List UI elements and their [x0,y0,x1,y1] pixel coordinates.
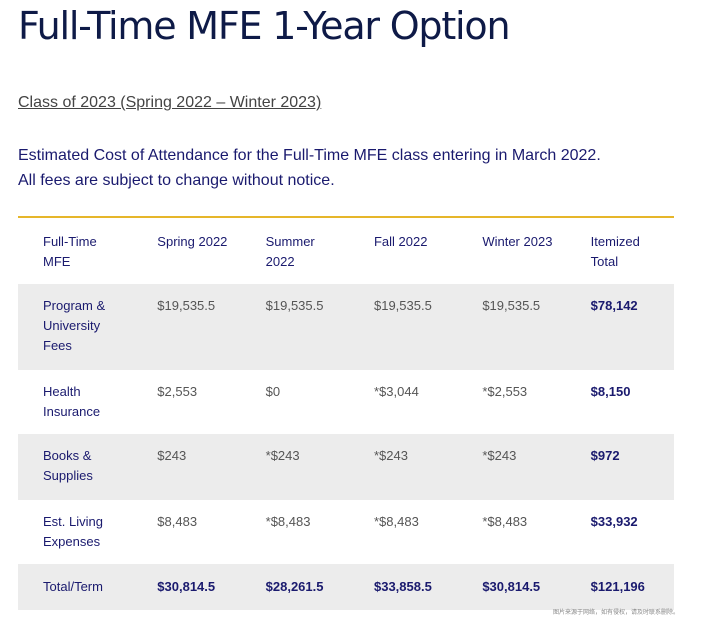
total-label: Total/Term [43,579,103,594]
total-value: $33,858.5 [373,579,432,594]
cell-value: $19,535.5 [482,298,541,313]
cell-value: $19,535.5 [373,298,432,313]
row-label: Program & University Fees [43,298,106,353]
cell-value: *$243 [373,448,408,463]
header-winter: Winter 2023 [482,234,553,249]
cell-value: $19,535.5 [157,298,216,313]
total-value: $30,814.5 [157,579,216,594]
cell-value: $19,535.5 [265,298,324,313]
row-label: Est. Living Expenses [43,514,103,549]
header-fall: Fall 2022 [373,234,428,249]
cell-value: *$243 [265,448,300,463]
header-program: Full-Time MFE [43,234,97,269]
cell-value: *$8,483 [373,514,419,529]
cell-value: *$8,483 [265,514,311,529]
cell-value: *$2,553 [482,384,528,399]
total-row: Total/Term $30,814.5 $28,261.5 $33,858.5… [18,564,674,610]
intro-text: Estimated Cost of Attendance for the Ful… [18,143,678,193]
cell-value: $243 [157,448,187,463]
table-header-row: Full-Time MFE Spring 2022 Summer 2022 Fa… [18,218,674,284]
header-summer: Summer 2022 [265,234,315,269]
page-title: Full-Time MFE 1-Year Option [18,4,511,48]
cell-itemized-total: $972 [590,448,620,463]
cell-value: $2,553 [157,384,198,399]
header-itemized-total: Itemized Total [590,234,640,269]
intro-line-2: All fees are subject to change without n… [18,172,335,189]
watermark-text: 图片来源于网络，如有侵权，请及时联系删除。 [553,610,680,616]
header-spring: Spring 2022 [157,234,228,249]
cell-value: *$243 [482,448,517,463]
class-link[interactable]: Class of 2023 (Spring 2022 – Winter 2023… [18,94,322,111]
table-row: Books & Supplies $243 *$243 *$243 *$243 … [18,434,674,500]
cell-itemized-total: $78,142 [590,298,638,313]
intro-line-1: Estimated Cost of Attendance for the Ful… [18,147,601,164]
table-row: Program & University Fees $19,535.5 $19,… [18,284,674,370]
total-value: $30,814.5 [482,579,541,594]
cell-value: $0 [265,384,281,399]
cell-itemized-total: $33,932 [590,514,638,529]
cell-value: *$3,044 [373,384,419,399]
row-label: Books & Supplies [43,448,93,483]
table-row: Health Insurance $2,553 $0 *$3,044 *$2,5… [18,370,674,434]
cost-of-attendance-table: Full-Time MFE Spring 2022 Summer 2022 Fa… [18,216,674,610]
grand-total: $121,196 [590,579,645,594]
total-value: $28,261.5 [265,579,324,594]
table-row: Est. Living Expenses $8,483 *$8,483 *$8,… [18,500,674,564]
cell-value: *$8,483 [482,514,528,529]
row-label: Health Insurance [43,384,101,419]
cell-itemized-total: $8,150 [590,384,631,399]
cell-value: $8,483 [157,514,198,529]
